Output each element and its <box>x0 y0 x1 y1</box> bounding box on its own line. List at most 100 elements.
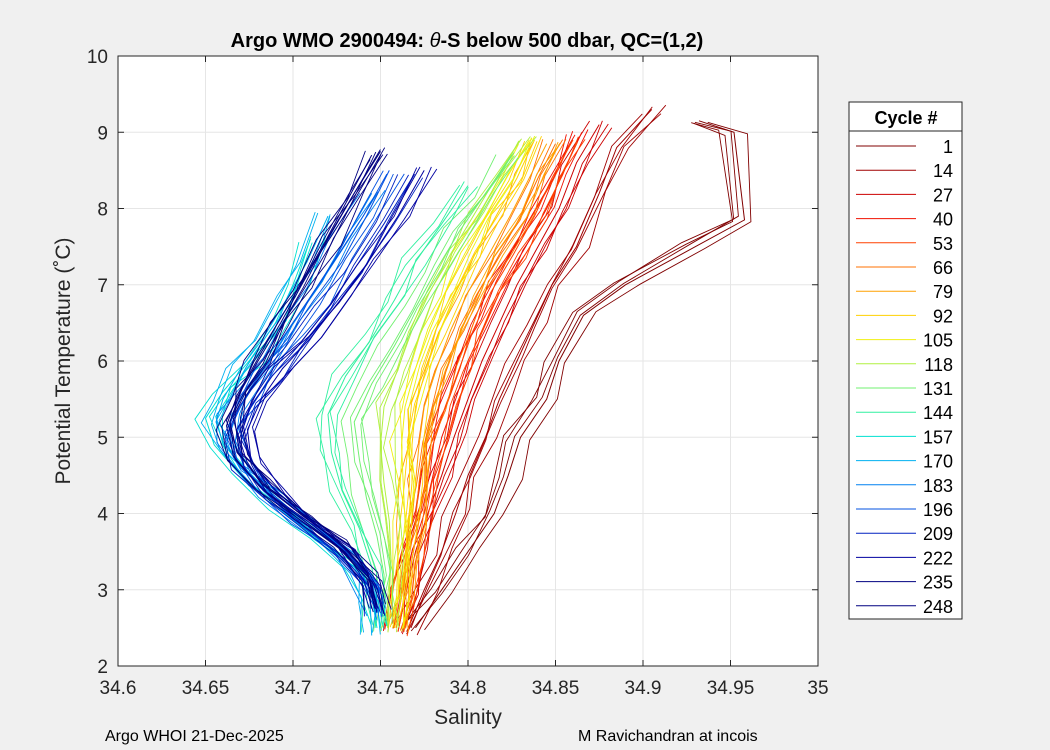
x-tick-label: 34.75 <box>357 678 405 699</box>
profile-variant-248 <box>242 154 392 610</box>
profile-variant-170 <box>200 211 362 635</box>
y-tick-label: 3 <box>97 581 108 602</box>
y-tick-label: 6 <box>97 352 108 373</box>
x-tick-label: 35 <box>807 678 828 699</box>
legend-title: Cycle # <box>874 108 937 128</box>
x-tick-label: 34.85 <box>532 678 580 699</box>
y-tick-label: 9 <box>97 123 108 144</box>
profile-variant-183 <box>234 190 386 617</box>
x-tick-label: 34.65 <box>182 678 230 699</box>
profile-variant-1 <box>403 122 734 625</box>
legend-label-196: 196 <box>923 500 953 520</box>
y-axis-ticks: 2 3 4 5 6 7 8 9 10 <box>87 47 818 678</box>
profile-variant-118 <box>375 138 522 626</box>
legend-label-157: 157 <box>923 427 953 447</box>
series-235 <box>225 147 388 609</box>
legend-label-79: 79 <box>933 282 953 302</box>
profile-variant-79 <box>401 143 561 629</box>
y-tick-label: 4 <box>97 505 108 526</box>
series-105 <box>379 135 536 632</box>
profile-variant-92 <box>389 141 538 628</box>
legend-label-235: 235 <box>923 573 953 593</box>
profile-variant-131 <box>349 155 515 626</box>
profile-variant-66 <box>405 139 567 629</box>
profile-line-131 <box>353 154 513 628</box>
profile-variant-27 <box>408 127 613 628</box>
y-tick-label: 5 <box>97 428 108 449</box>
legend: Cycle # 1 14 27 40 53 66 79 92 105 118 131 144 157 17… <box>848 101 963 620</box>
legend-label-248: 248 <box>923 597 953 617</box>
legend-label-40: 40 <box>933 210 953 230</box>
series-92 <box>389 136 542 629</box>
x-axis-label: Salinity <box>434 706 502 729</box>
profile-variant-222 <box>252 168 438 614</box>
profile-variant-131 <box>360 152 515 627</box>
profile-variant-235 <box>234 147 386 609</box>
profile-variant-248 <box>229 151 384 611</box>
x-tick-label: 34.8 <box>450 678 487 699</box>
x-tick-label: 34.7 <box>275 678 312 699</box>
profile-line-1 <box>415 120 746 629</box>
legend-label-118: 118 <box>924 355 953 375</box>
footer-right: M Ravichandran at incois <box>578 728 758 745</box>
legend-label-92: 92 <box>933 306 953 326</box>
y-tick-label: 2 <box>97 657 108 678</box>
legend-label-131: 131 <box>923 379 953 399</box>
profile-variant-118 <box>379 140 520 633</box>
profile-variant-1 <box>403 122 735 625</box>
footer-left: Argo WHOI 21-Dec-2025 <box>105 728 284 745</box>
series-layer <box>194 104 752 637</box>
legend-label-170: 170 <box>923 452 953 472</box>
legend-label-222: 222 <box>923 548 953 568</box>
profile-variant-248 <box>215 150 366 612</box>
profile-variant-40 <box>386 134 567 624</box>
profile-variant-105 <box>386 138 533 627</box>
chart-title: Argo WMO 2900494: θ-S below 500 dbar, QC… <box>231 30 704 52</box>
profile-variant-92 <box>403 136 542 627</box>
profile-variant-79 <box>405 144 561 633</box>
theta-symbol: θ <box>430 30 441 52</box>
profile-variant-14 <box>416 104 667 636</box>
profile-variant-14 <box>410 106 653 629</box>
profile-variant-131 <box>340 154 497 632</box>
profile-variant-131 <box>361 157 519 624</box>
series-248 <box>215 150 392 612</box>
profile-variant-1 <box>424 121 752 631</box>
series-118 <box>375 136 537 633</box>
legend-label-53: 53 <box>933 234 953 254</box>
legend-label-105: 105 <box>923 331 953 351</box>
y-tick-label: 7 <box>97 276 108 297</box>
profile-variant-170 <box>210 212 365 633</box>
profile-variant-118 <box>394 136 537 633</box>
profile-variant-40 <box>403 129 589 626</box>
legend-items: 1 14 27 40 53 66 79 92 105 118 131 144 157 170 183 196 2… <box>856 137 953 617</box>
profile-variant-40 <box>384 134 576 630</box>
profile-variant-14 <box>406 113 662 635</box>
legend-label-14: 14 <box>933 161 953 181</box>
profile-variant-27 <box>400 120 603 633</box>
legend-label-27: 27 <box>933 185 953 205</box>
legend-label-144: 144 <box>923 403 953 423</box>
profile-variant-92 <box>391 140 526 625</box>
series-131 <box>340 152 519 632</box>
y-tick-label: 8 <box>97 200 108 221</box>
profile-variant-105 <box>401 135 536 632</box>
profile-variant-53 <box>406 139 586 637</box>
x-axis-ticks: 34.6 34.65 34.7 34.75 34.8 34.85 34.9 34.95 35 <box>100 56 829 699</box>
profile-variant-144 <box>334 186 469 624</box>
legend-label-209: 209 <box>923 524 953 544</box>
legend-label-183: 183 <box>923 476 953 496</box>
x-tick-label: 34.95 <box>707 678 755 699</box>
profile-variant-105 <box>402 137 533 629</box>
legend-label-1: 1 <box>943 137 953 157</box>
series-27 <box>382 120 613 635</box>
y-tick-label: 10 <box>87 47 108 68</box>
profile-line-79 <box>394 143 548 629</box>
y-axis-label: Potential Temperature (˚C) <box>52 237 75 484</box>
profile-variant-118 <box>383 136 531 628</box>
series-14 <box>392 104 667 636</box>
profile-variant-66 <box>386 139 544 627</box>
legend-label-66: 66 <box>933 258 953 278</box>
profile-variant-209 <box>224 174 399 617</box>
